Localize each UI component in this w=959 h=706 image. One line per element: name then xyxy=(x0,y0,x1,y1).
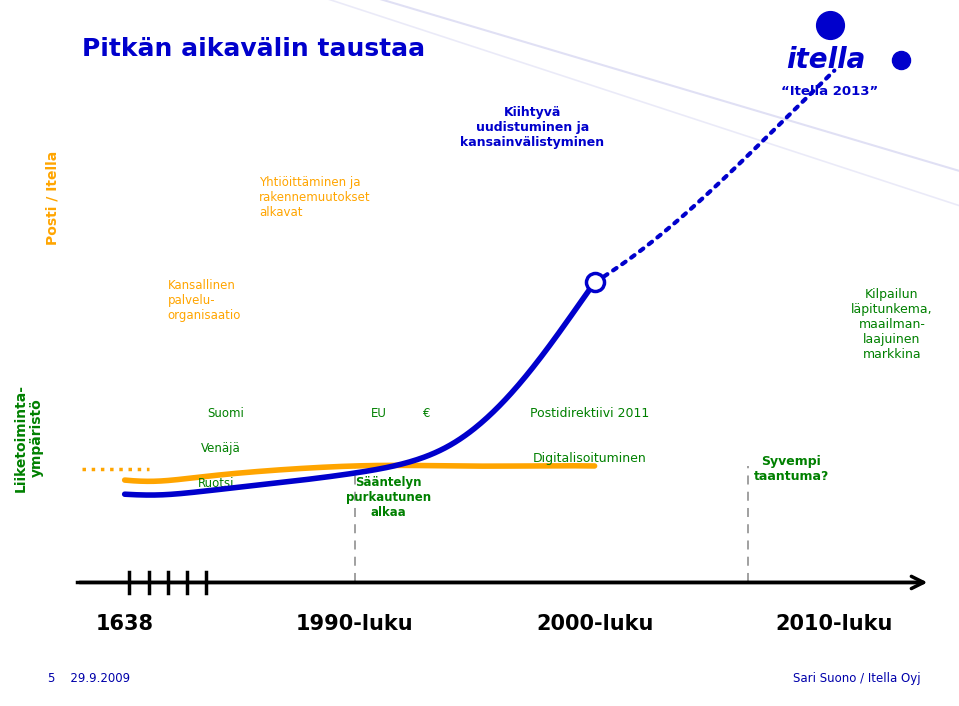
Text: Liiketoiminta-
ympäristö: Liiketoiminta- ympäristö xyxy=(13,384,44,491)
Text: Kansallinen
palvelu-
organisaatio: Kansallinen palvelu- organisaatio xyxy=(168,279,242,321)
Text: Venäjä: Venäjä xyxy=(200,442,241,455)
Text: Postidirektiivi 2011: Postidirektiivi 2011 xyxy=(530,407,649,419)
Text: Yhtiöittäminen ja
rakennemuutokset
alkavat: Yhtiöittäminen ja rakennemuutokset alkav… xyxy=(259,176,370,219)
Text: 5    29.9.2009: 5 29.9.2009 xyxy=(48,672,130,685)
Text: 1990-luku: 1990-luku xyxy=(296,614,413,634)
Text: Kiihtyvä
uudistuminen ja
kansainvälistyminen: Kiihtyvä uudistuminen ja kansainvälistym… xyxy=(460,106,604,148)
Text: “Itella 2013”: “Itella 2013” xyxy=(781,85,878,98)
Text: 2000-luku: 2000-luku xyxy=(536,614,653,634)
Text: itella: itella xyxy=(786,46,866,74)
Text: Sääntelyn
purkautunen
alkaa: Sääntelyn purkautunen alkaa xyxy=(346,477,431,519)
Text: Posti / Itella: Posti / Itella xyxy=(46,150,59,245)
Text: EU: EU xyxy=(371,407,386,419)
Text: 1638: 1638 xyxy=(96,614,153,634)
Text: Sari Suono / Itella Oyj: Sari Suono / Itella Oyj xyxy=(793,672,921,685)
Text: Suomi: Suomi xyxy=(207,407,244,419)
Text: Ruotsi: Ruotsi xyxy=(198,477,234,490)
Text: 2010-luku: 2010-luku xyxy=(776,614,893,634)
Text: Syvempi
taantuma?: Syvempi taantuma? xyxy=(754,455,829,484)
Text: Kilpailun
läpitunkema,
maailman-
laajuinen
markkina: Kilpailun läpitunkema, maailman- laajuin… xyxy=(851,288,933,361)
Text: €: € xyxy=(423,407,431,419)
Text: Pitkän aikavälin taustaa: Pitkän aikavälin taustaa xyxy=(82,37,425,61)
Text: Digitalisoituminen: Digitalisoituminen xyxy=(533,453,646,465)
